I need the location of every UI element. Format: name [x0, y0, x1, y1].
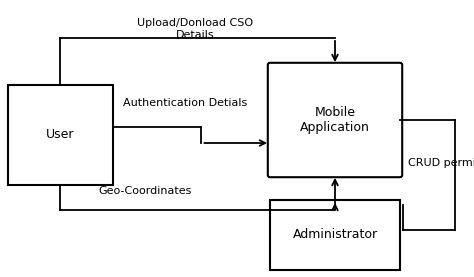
FancyBboxPatch shape: [268, 63, 402, 177]
Bar: [8, 85, 113, 185]
Bar: [270, 200, 400, 270]
Text: Geo-Coordinates: Geo-Coordinates: [98, 186, 191, 196]
Text: Administrator: Administrator: [292, 229, 378, 242]
Text: CRUD permissions: CRUD permissions: [408, 158, 474, 168]
Text: User: User: [46, 129, 75, 142]
Text: Authentication Detials: Authentication Detials: [123, 98, 247, 108]
Text: Mobile
Application: Mobile Application: [300, 106, 370, 134]
Text: Upload/Donload CSO
Details: Upload/Donload CSO Details: [137, 18, 253, 40]
